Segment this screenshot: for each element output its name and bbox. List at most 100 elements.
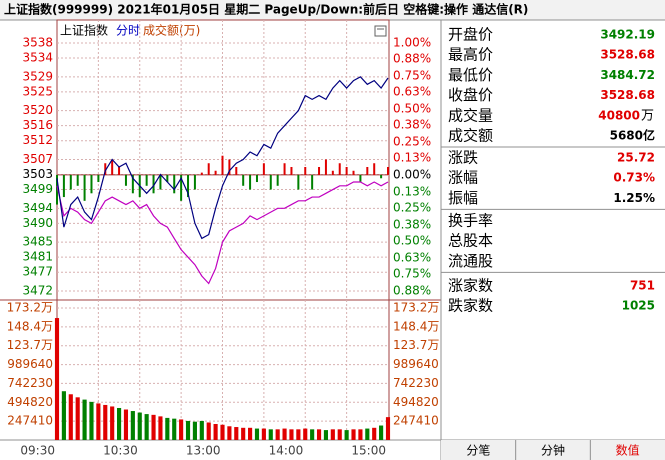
y-tick-label: 3490 [22, 216, 53, 230]
y-tick-label: 3534 [22, 51, 53, 65]
volume-bar [82, 399, 87, 440]
y-tick-label: 3512 [22, 133, 53, 147]
y-tick-label: 3503 [22, 167, 53, 181]
breadth-bar [249, 174, 252, 190]
volume-bar [241, 427, 246, 440]
volume-tick-label-right: 247410 [393, 414, 439, 428]
y-tick-label: 3481 [22, 250, 53, 264]
y2-tick-label: 0.13% [393, 185, 431, 199]
breadth-bar [166, 174, 169, 183]
breadth-bar [269, 174, 272, 190]
breadth-bar [200, 172, 203, 175]
breadth-bar [187, 174, 190, 198]
breadth-bar [193, 174, 196, 190]
volume-tick-label: 742230 [7, 376, 53, 390]
volume-bar [220, 424, 225, 440]
y2-tick-label: 0.13% [393, 150, 431, 164]
volume-tick-label-right: 123.7万 [393, 338, 439, 352]
y-tick-label: 3516 [22, 118, 53, 132]
panel-button[interactable] [374, 25, 387, 37]
volume-bar [254, 428, 260, 440]
breadth-bar [324, 159, 327, 175]
breadth-bar [331, 170, 334, 175]
quote-label: 开盘价 [448, 26, 493, 44]
chart-mode[interactable]: 分时 [116, 24, 140, 38]
tab-bar [441, 440, 665, 460]
title-bar [0, 0, 665, 20]
title-text: 上证指数(999999) 2021年01月05日 星期二 PageUp/Down… [4, 2, 528, 17]
breadth-bar [242, 174, 245, 186]
volume-bar [275, 429, 280, 440]
volume-bar [89, 401, 94, 440]
y-tick-label: 3499 [22, 182, 53, 196]
volume-bar [365, 428, 370, 440]
volume-bar [172, 418, 177, 440]
breadth-bar [366, 167, 369, 175]
breadth-bar [235, 167, 238, 175]
volume-bar [144, 414, 149, 440]
breadth-bar [83, 174, 86, 201]
tab[interactable]: 数值 [616, 443, 640, 458]
chart-name: 上证指数 [60, 23, 108, 38]
y2-tick-label: 0.25% [393, 200, 431, 214]
y2-tick-label: 0.38% [393, 218, 431, 232]
volume-bar [185, 420, 191, 440]
breadth-bar [345, 167, 348, 175]
quote-label: 成交额 [448, 127, 493, 145]
quote-value: 25.72 [617, 151, 655, 165]
volume-bar [372, 427, 377, 440]
volume-bar [75, 397, 80, 440]
quote-unit: 万 [641, 108, 654, 123]
breadth-bar [76, 174, 79, 186]
tab[interactable]: 分钟 [541, 443, 565, 458]
quote-value: 40800 [598, 108, 640, 122]
volume-bar [344, 430, 349, 440]
volume-bar [268, 429, 273, 440]
tab[interactable]: 分笔 [466, 443, 490, 458]
y-tick-label: 3485 [22, 235, 53, 249]
breadth-bar [69, 174, 72, 190]
breadth-bar [207, 163, 210, 175]
volume-tick-label: 989640 [7, 357, 53, 371]
y-tick-label: 3494 [22, 201, 53, 215]
volume-bar [103, 404, 108, 440]
breadth-bar [131, 174, 134, 194]
y2-tick-label: 0.00% [393, 167, 431, 181]
breadth-bar [145, 174, 148, 186]
quote-value: 3528.68 [600, 48, 655, 62]
breadth-bar [262, 163, 265, 175]
quote-label: 总股本 [448, 232, 493, 250]
quote-label: 最低价 [448, 66, 493, 84]
y2-tick-label: 0.25% [393, 134, 431, 148]
volume-bar [337, 429, 342, 440]
volume-bar [323, 430, 329, 440]
quote-label: 涨幅 [448, 169, 478, 187]
quote-value: 3528.68 [600, 88, 655, 102]
volume-tick-label: 173.2万 [7, 301, 53, 315]
y-tick-label: 3477 [22, 265, 53, 279]
volume-bar [130, 411, 135, 440]
volume-tick-label-right: 173.2万 [393, 301, 439, 315]
breadth-bar [62, 174, 65, 198]
volume-tick-label-right: 494820 [393, 395, 439, 409]
y2-tick-label: 0.63% [393, 84, 431, 98]
y-tick-label: 3472 [22, 284, 53, 298]
breadth-bar [255, 174, 258, 183]
y-tick-label: 3525 [22, 84, 53, 98]
breadth-bar [311, 174, 314, 190]
quote-label: 振幅 [448, 189, 478, 207]
breadth-bar [373, 163, 376, 175]
quote-value: 5680亿 [610, 128, 655, 143]
volume-tick-label-right: 742230 [393, 376, 439, 390]
y-tick-label: 3538 [22, 36, 53, 50]
quote-label: 涨跌 [448, 149, 478, 167]
quote-label: 涨家数 [448, 277, 493, 295]
breadth-bar [152, 174, 155, 194]
volume-bar [165, 417, 170, 440]
y2-tick-label: 0.88% [393, 284, 431, 298]
breadth-bar [159, 174, 162, 190]
breadth-bar [228, 159, 231, 175]
volume-bar [54, 318, 60, 440]
breadth-bar [297, 174, 300, 190]
